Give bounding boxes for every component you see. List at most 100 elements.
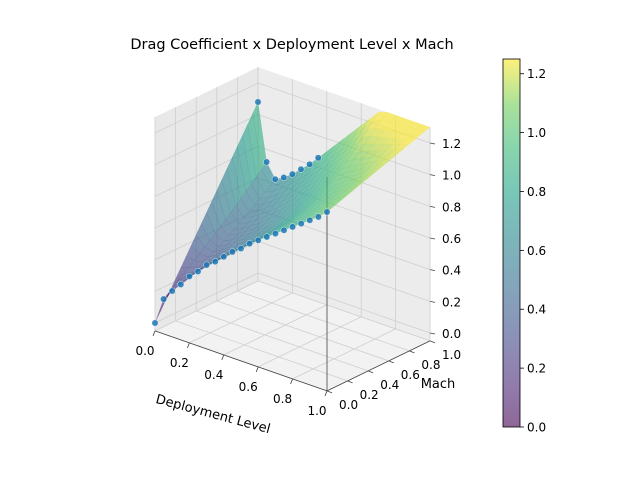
surface-patch <box>359 173 374 183</box>
x-tick-label: 0.0 <box>135 344 154 358</box>
data-point <box>289 223 296 231</box>
data-point <box>297 220 305 227</box>
data-point <box>271 175 279 183</box>
z-tick-mark <box>429 269 436 272</box>
chart-title: Drag Coefficient x Deployment Level x Ma… <box>130 37 453 53</box>
x-tick-label: 0.6 <box>239 380 258 394</box>
x-tick-mark <box>187 342 190 349</box>
backwall-gridline-z <box>257 240 431 302</box>
colorbar-ticks: 0.0 0.2 0.4 0.6 0.8 1.0 1.2 <box>520 67 546 435</box>
floor-pane <box>155 280 430 391</box>
surface-patch <box>338 190 353 201</box>
data-point <box>194 268 202 275</box>
leftwall-gridline-z <box>154 82 259 134</box>
x-tick-mark <box>255 366 259 373</box>
floor-gridline-y <box>216 300 389 362</box>
floor-gridline-y <box>196 310 369 372</box>
data-point <box>263 233 271 241</box>
left-wall-pane <box>155 67 258 331</box>
surface-patch <box>415 123 431 132</box>
z-tick-mark <box>429 174 436 177</box>
y-tick-label: 1.0 <box>442 348 461 362</box>
z-tick-mark <box>429 142 436 145</box>
x-tick-label: 1.0 <box>307 404 326 418</box>
data-point <box>151 319 159 327</box>
y-tick-label: 0.6 <box>401 368 420 382</box>
y-axis-label: Mach <box>421 377 456 392</box>
colorbar <box>503 59 520 427</box>
y-tick-mark <box>368 370 374 374</box>
y-tick-mark <box>429 340 436 344</box>
y-tick-label: 0.0 <box>339 398 358 412</box>
data-point <box>168 287 176 295</box>
data-point <box>220 253 228 261</box>
data-point <box>306 160 313 168</box>
data-point <box>177 281 185 288</box>
floor-gridline-y <box>175 320 348 382</box>
y-tick-mark <box>409 350 415 354</box>
y-tick-label: 0.2 <box>360 388 379 402</box>
x-tick-mark <box>324 390 328 397</box>
floor-gridline-x <box>189 292 293 344</box>
floor-gridline-y <box>237 290 410 352</box>
floor-gridline-x <box>223 304 327 356</box>
x-tick-label: 0.8 <box>273 392 292 406</box>
y-tick-label: 0.4 <box>380 378 399 392</box>
z-tick-label: 0.4 <box>442 264 461 278</box>
data-point <box>228 248 236 256</box>
data-point <box>280 226 288 234</box>
surface-patch <box>400 139 416 145</box>
data-point <box>263 158 270 166</box>
data-point <box>203 261 211 269</box>
z-tick-mark <box>429 237 436 240</box>
tick-labels: 0.00.20.40.60.81.0 0.00.20.40.60.81.00.00… <box>135 137 461 418</box>
leftwall-gridline-z <box>154 272 259 324</box>
scatter-points <box>151 98 331 327</box>
data-point <box>306 216 314 224</box>
y-axis-line <box>326 340 431 392</box>
floor-gridline-x <box>258 316 362 368</box>
y-tick-mark <box>326 390 333 394</box>
data-point <box>254 98 262 106</box>
data-point <box>254 236 262 244</box>
x-tick-label: 0.2 <box>170 356 189 370</box>
data-point <box>185 273 193 280</box>
z-tick-mark <box>429 205 436 208</box>
floor-gridline-x <box>154 280 259 332</box>
data-point <box>323 208 331 216</box>
colorbar-tick-label: 1.0 <box>527 126 546 140</box>
x-axis-label: Deployment Level <box>154 392 272 437</box>
colorbar-tick-label: 1.2 <box>527 67 546 81</box>
z-tick-mark <box>429 332 436 335</box>
floor-gridline-y <box>257 280 431 342</box>
colorbar-tick-label: 0.0 <box>527 421 546 435</box>
data-point <box>211 258 219 266</box>
x-axis-line <box>154 330 328 392</box>
z-tick-label: 0.2 <box>442 295 461 309</box>
colorbar-frame <box>502 58 521 428</box>
data-point <box>314 154 322 162</box>
z-tick-mark <box>429 300 436 303</box>
colorbar-tick-label: 0.2 <box>527 362 546 376</box>
z-tick-label: 0.8 <box>442 200 461 214</box>
data-point <box>280 174 288 181</box>
z-tick-label: 1.2 <box>442 137 461 151</box>
x-tick-label: 0.4 <box>204 368 223 382</box>
y-tick-mark <box>388 360 394 364</box>
colorbar-tick-label: 0.8 <box>527 185 546 199</box>
backwall-gridline-z <box>257 272 431 334</box>
surface-patch <box>328 199 343 209</box>
colorbar-tick-label: 0.4 <box>527 303 546 317</box>
data-point <box>314 213 322 221</box>
surface-patch <box>354 177 369 188</box>
data-point <box>288 170 296 178</box>
z-tick-label: 0.0 <box>442 327 461 341</box>
data-point <box>237 245 245 252</box>
y-tick-label: 0.8 <box>421 358 440 372</box>
colorbar-tick-label: 0.6 <box>527 244 546 258</box>
data-point <box>160 295 168 303</box>
z-tick-label: 1.0 <box>442 169 461 183</box>
x-tick-mark <box>290 378 293 385</box>
y-tick-mark <box>347 380 353 384</box>
